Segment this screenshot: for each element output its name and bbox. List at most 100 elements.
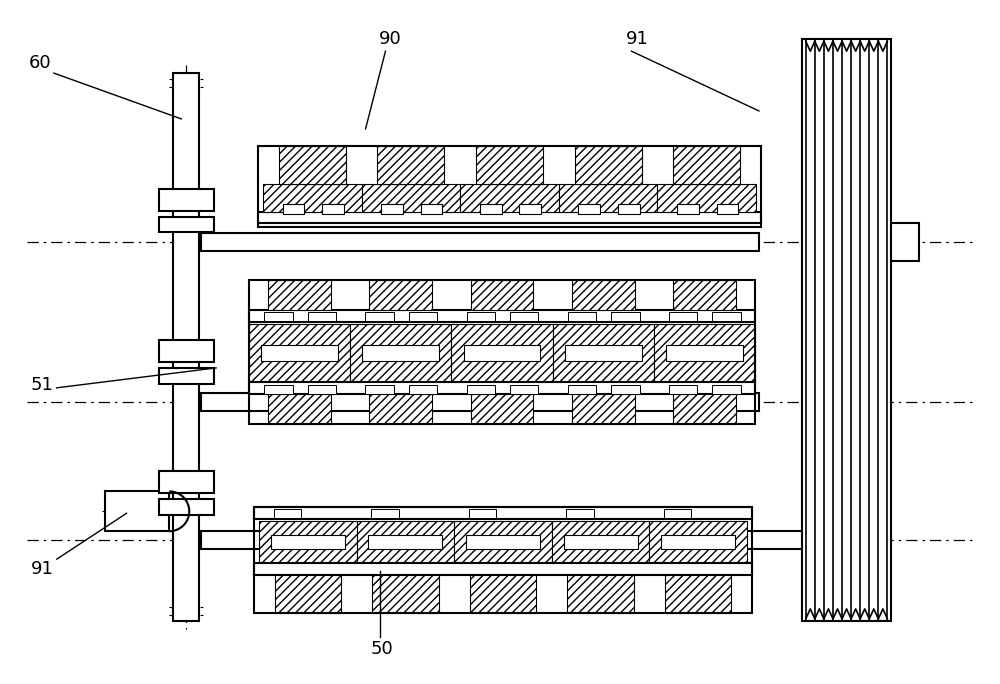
Bar [717,204,738,213]
Bar [673,394,736,423]
Bar [575,146,642,183]
Bar [467,385,495,394]
Bar [608,537,617,546]
Bar [469,510,496,518]
Text: 91: 91 [625,30,648,49]
Text: 90: 90 [378,30,401,49]
Bar [259,521,357,563]
Bar [572,280,635,310]
Bar [712,385,741,394]
Bar [568,385,596,394]
Bar [258,146,761,228]
Bar [322,204,344,213]
Bar [712,312,741,321]
Bar [249,382,755,394]
Bar [611,385,640,394]
Bar [254,563,752,575]
Bar [316,537,325,546]
Text: 60: 60 [29,54,51,72]
Bar [159,217,214,233]
Text: 91: 91 [30,560,53,578]
Bar [371,510,399,518]
Bar [611,312,640,321]
Bar [249,324,350,382]
Bar [559,183,657,211]
Bar [308,312,336,321]
Bar [649,521,747,563]
Bar [362,345,439,361]
Bar [365,312,394,321]
Bar [669,385,697,394]
Bar [454,521,552,563]
Bar [673,280,736,310]
Bar [249,310,755,322]
Bar [249,280,755,423]
Bar [664,510,691,518]
Bar [201,393,759,410]
Bar [254,508,752,613]
Bar [159,189,214,211]
Bar [369,280,432,310]
Bar [566,510,594,518]
Bar [511,537,520,546]
Bar [201,233,759,251]
Bar [519,204,541,213]
Bar [706,537,715,546]
Bar [421,204,442,213]
Bar [510,312,538,321]
Bar [470,575,536,613]
Bar [409,312,437,321]
Bar [369,394,432,423]
Bar [471,394,533,423]
Text: 51: 51 [30,376,53,394]
Bar [568,312,596,321]
Bar [618,204,640,213]
Bar [467,312,495,321]
Bar [368,535,442,549]
Bar [677,204,699,213]
Bar [283,204,304,213]
Bar [553,324,654,382]
Bar [552,521,649,563]
Bar [159,499,214,515]
Bar [460,183,559,211]
Bar [661,535,735,549]
Bar [564,535,638,549]
Bar [350,324,451,382]
Bar [565,345,642,361]
Bar [669,312,697,321]
Bar [666,345,743,361]
Bar [372,575,439,613]
Bar [476,146,543,183]
Bar [409,385,437,394]
Bar [413,537,422,546]
Bar [274,510,301,518]
Bar [105,491,169,531]
Text: 50: 50 [371,640,393,658]
Bar [308,385,336,394]
Bar [673,146,740,183]
Bar [275,575,341,613]
Bar [279,146,346,183]
Bar [159,368,214,384]
Bar [173,73,199,621]
Bar [567,575,634,613]
Bar [268,280,331,310]
Bar [657,183,756,211]
Bar [268,394,331,423]
Bar [891,224,919,261]
Bar [271,535,345,549]
Bar [654,324,755,382]
Bar [377,146,444,183]
Bar [464,345,540,361]
Bar [261,345,338,361]
Bar [572,394,635,423]
Bar [264,312,293,321]
Bar [381,204,403,213]
Bar [466,535,540,549]
Bar [510,385,538,394]
Bar [362,183,460,211]
Bar [258,211,761,224]
Bar [471,280,533,310]
Bar [357,521,454,563]
